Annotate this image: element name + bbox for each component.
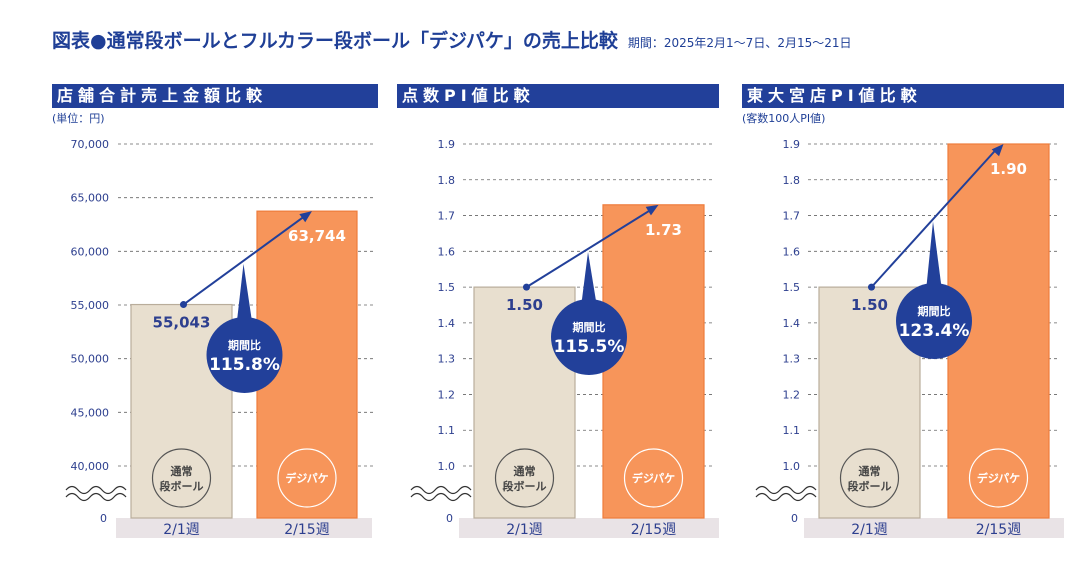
y-tick-label: 1.3 [783, 353, 801, 366]
panel-title: 店舗合計売上金額比較 [52, 84, 378, 108]
trend-arrow-line [182, 214, 307, 306]
axis-break-icon [410, 485, 472, 495]
panel-title: 東大宮店PI値比較 [742, 84, 1064, 108]
x-category-label: 2/1週 [163, 522, 200, 538]
value-label-normal: 1.50 [506, 296, 543, 314]
badge-text: 段ボール [160, 479, 204, 493]
category-band [116, 518, 372, 538]
ratio-label: 期間比 [228, 338, 261, 352]
badge-text: デジパケ [977, 471, 1020, 485]
badge-digipake [277, 448, 337, 508]
axis-break-icon [65, 485, 127, 495]
unit-label: (客数100人PI値) [742, 112, 826, 125]
bubble-pointer [236, 263, 253, 325]
trend-arrow-line [525, 207, 654, 288]
badge-digipake [623, 448, 684, 508]
x-category-label: 2/15週 [976, 522, 1021, 538]
arrow-head-icon [991, 144, 1004, 157]
y-tick-label: 55,000 [71, 299, 110, 312]
axis-break-icon [65, 492, 127, 502]
badge-text: デジパケ [632, 471, 675, 485]
panel-higashiomiya-pi: 東大宮店PI値比較 (客数100人PI値) 1.0 1.1 1.2 1.3 1.4 1.5… [742, 84, 1064, 554]
trend-arrow-line [870, 147, 999, 288]
badge-text: 段ボール [848, 479, 892, 493]
y-tick-label: 1.1 [438, 424, 456, 437]
axis-break-icon [410, 492, 472, 502]
value-label-digipake: 63,744 [288, 227, 346, 245]
bubble-pointer [581, 251, 597, 307]
y-tick-label: 1.7 [438, 210, 456, 223]
y-tick-label: 1.9 [783, 138, 801, 151]
y-tick-label: 45,000 [71, 406, 110, 419]
badge-text: 段ボール [503, 479, 547, 493]
y-tick-label: 1.6 [438, 245, 456, 258]
arrow-head-icon [645, 204, 659, 216]
y-tick-label-zero: 0 [100, 512, 107, 525]
y-tick-label: 1.8 [438, 174, 456, 187]
x-category-label: 2/1週 [851, 522, 888, 538]
y-tick-label: 1.6 [783, 245, 801, 258]
y-tick-label: 40,000 [71, 460, 110, 473]
panel-item-pi: 点数PI値比較 1.0 1.1 1.2 1.3 1.4 1.5 1.6 1.7 1.8 1.9 0 2… [397, 84, 719, 554]
badge-normal [151, 448, 212, 508]
ratio-label: 期間比 [918, 304, 951, 318]
y-tick-label: 1.4 [438, 317, 456, 330]
bubble-pointer [926, 221, 942, 291]
badge-text: デジパケ [285, 471, 328, 485]
y-tick-label: 1.8 [783, 174, 801, 187]
y-tick-label: 50,000 [71, 353, 110, 366]
y-tick-label: 1.0 [438, 460, 456, 473]
y-tick-label: 1.1 [783, 424, 801, 437]
x-category-label: 2/15週 [284, 522, 329, 538]
arrow-head-icon [299, 211, 312, 223]
ratio-value: 115.5% [554, 337, 625, 357]
unit-label: (単位：円) [52, 112, 105, 125]
y-tick-label: 1.0 [783, 460, 801, 473]
y-tick-label: 1.9 [438, 138, 456, 151]
chart-higashiomiya-pi: 1.01.11.21.31.41.51.61.71.81.902/1週通常段ボー… [755, 138, 1064, 538]
y-tick-label: 1.7 [783, 210, 801, 223]
axis-break-icon [755, 492, 817, 502]
ratio-bubble [551, 299, 627, 375]
ratio-value: 115.8% [209, 355, 280, 375]
figure-period: 期間：2025年2月1〜7日、2月15〜21日 [627, 36, 852, 50]
panel-title: 点数PI値比較 [397, 84, 719, 108]
value-label-digipake: 1.73 [645, 221, 682, 239]
category-band [459, 518, 719, 538]
y-tick-label: 1.5 [783, 281, 801, 294]
ratio-value: 123.4% [899, 321, 970, 341]
badge-text: 通常 [859, 464, 881, 478]
value-label-normal: 1.50 [851, 296, 888, 314]
ratio-bubble [206, 317, 283, 393]
badge-normal [839, 448, 900, 508]
y-tick-label: 70,000 [71, 138, 110, 151]
y-tick-label-zero: 0 [791, 512, 798, 525]
value-label-digipake: 1.90 [990, 160, 1027, 178]
badge-normal [494, 448, 555, 508]
y-tick-label-zero: 0 [446, 512, 453, 525]
chart-item-pi: 1.0 1.1 1.2 1.3 1.4 1.5 1.6 1.7 1.8 1.9 0 2/1週 通常段ボー… [410, 138, 719, 538]
ratio-label: 期間比 [573, 320, 606, 334]
category-band [804, 518, 1064, 538]
y-tick-label: 1.2 [438, 388, 456, 401]
chart-store-sales: 40,000 45,000 50,000 55,000 60,000 65,000 70,0… [65, 138, 374, 538]
y-tick-label: 1.4 [783, 317, 801, 330]
x-category-label: 2/15週 [631, 522, 676, 538]
y-tick-label: 1.5 [438, 281, 456, 294]
x-category-label: 2/1週 [506, 522, 543, 538]
badge-digipake [968, 448, 1029, 508]
figure-title-main: 図表●通常段ボールとフルカラー段ボール「デジパケ」の売上比較 [52, 30, 618, 52]
figure-title: 図表●通常段ボールとフルカラー段ボール「デジパケ」の売上比較 期間：2025年2… [52, 26, 852, 56]
y-tick-label: 60,000 [71, 245, 110, 258]
badge-text: 通常 [514, 464, 536, 478]
y-tick-label: 65,000 [71, 192, 110, 205]
bar-digipake [602, 204, 705, 519]
value-label-normal: 55,043 [153, 314, 211, 332]
axis-break-icon [755, 485, 817, 495]
ratio-bubble [896, 283, 972, 359]
y-tick-label: 1.2 [783, 388, 801, 401]
badge-text: 通常 [171, 464, 193, 478]
panel-store-sales: 店舗合計売上金額比較 (単位：円) 40,000 45,000 50,000 55,0… [52, 84, 378, 554]
y-tick-label: 1.3 [438, 353, 456, 366]
